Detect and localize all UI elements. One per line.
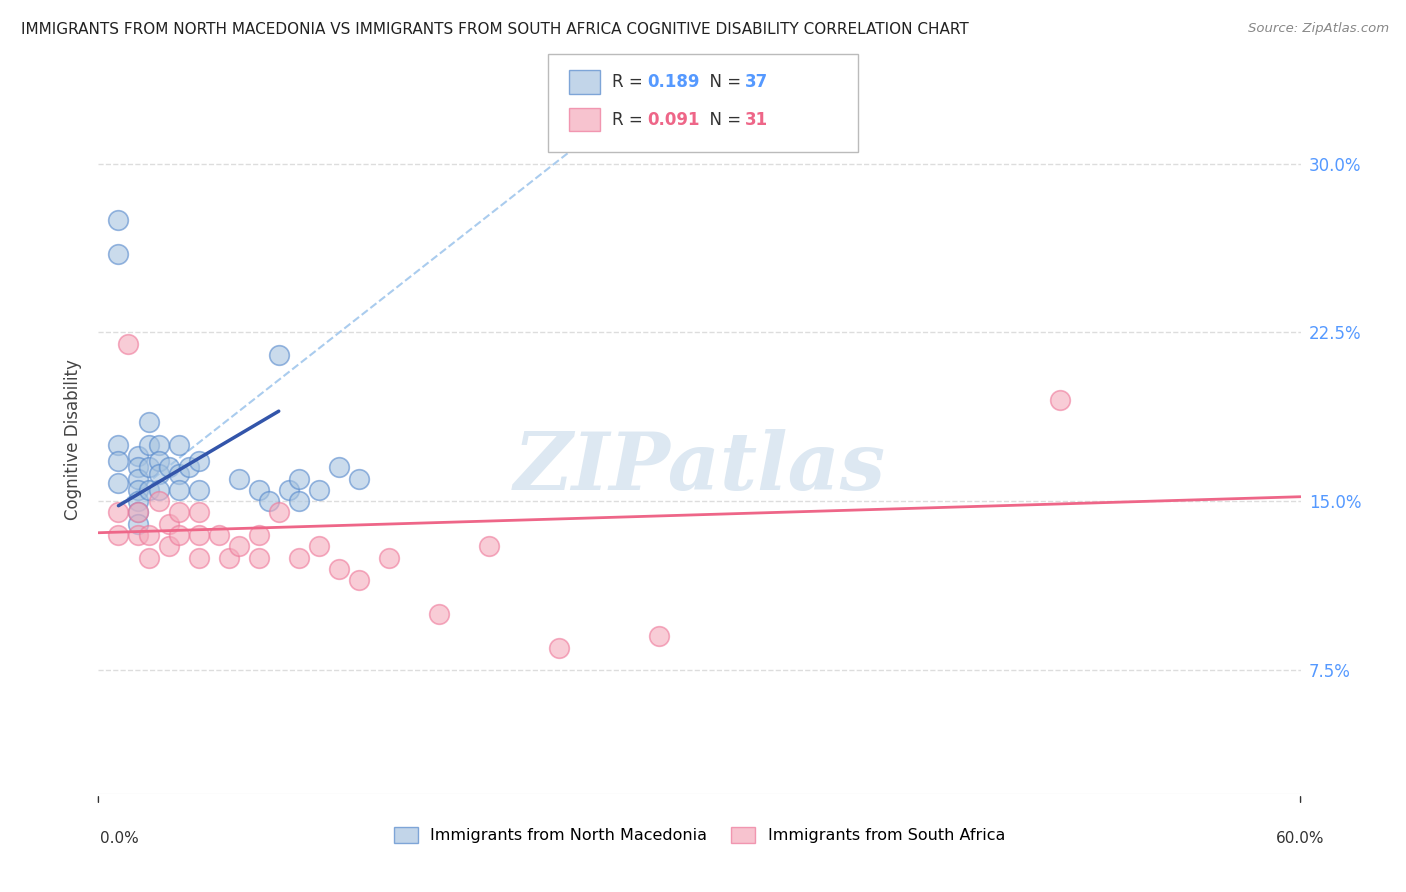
Text: N =: N = — [699, 111, 747, 128]
Point — [128, 506, 150, 520]
Point — [107, 438, 129, 452]
Point — [107, 246, 129, 260]
Point — [208, 528, 231, 542]
Point — [157, 516, 180, 531]
Point — [427, 607, 450, 621]
Point — [167, 528, 190, 542]
Point — [187, 483, 209, 497]
Point — [247, 483, 270, 497]
Point — [328, 562, 350, 576]
Text: 60.0%: 60.0% — [1277, 831, 1324, 846]
Point — [138, 528, 160, 542]
Point — [308, 539, 330, 553]
Point — [228, 472, 250, 486]
Point — [347, 573, 370, 587]
Point — [648, 629, 671, 643]
Text: 31: 31 — [745, 111, 768, 128]
Point — [138, 483, 160, 497]
Point — [138, 438, 160, 452]
Point — [167, 483, 190, 497]
Point — [117, 336, 139, 351]
Point — [167, 438, 190, 452]
Point — [347, 472, 370, 486]
Point — [128, 472, 150, 486]
Point — [128, 449, 150, 463]
Point — [187, 550, 209, 565]
Text: 0.0%: 0.0% — [100, 831, 139, 846]
Point — [378, 550, 401, 565]
Point — [128, 460, 150, 475]
Text: Source: ZipAtlas.com: Source: ZipAtlas.com — [1249, 22, 1389, 36]
Point — [247, 550, 270, 565]
Text: N =: N = — [699, 73, 747, 91]
Point — [267, 506, 290, 520]
Point — [128, 483, 150, 497]
Point — [138, 550, 160, 565]
Point — [128, 516, 150, 531]
Point — [107, 453, 129, 467]
Point — [148, 494, 170, 508]
Point — [187, 506, 209, 520]
Point — [148, 438, 170, 452]
Point — [128, 506, 150, 520]
Point — [257, 494, 280, 508]
Point — [548, 640, 571, 655]
Text: R =: R = — [612, 73, 648, 91]
Point — [277, 483, 299, 497]
Point — [138, 416, 160, 430]
Point — [218, 550, 240, 565]
Point — [107, 506, 129, 520]
Point — [107, 476, 129, 491]
Point — [107, 212, 129, 227]
Point — [157, 460, 180, 475]
Point — [1049, 392, 1071, 407]
Point — [138, 460, 160, 475]
Point — [288, 494, 311, 508]
Point — [187, 528, 209, 542]
Point — [267, 348, 290, 362]
Point — [107, 528, 129, 542]
Text: IMMIGRANTS FROM NORTH MACEDONIA VS IMMIGRANTS FROM SOUTH AFRICA COGNITIVE DISABI: IMMIGRANTS FROM NORTH MACEDONIA VS IMMIG… — [21, 22, 969, 37]
Point — [128, 528, 150, 542]
Point — [288, 472, 311, 486]
Point — [128, 494, 150, 508]
Point — [187, 453, 209, 467]
Text: R =: R = — [612, 111, 648, 128]
Text: 37: 37 — [745, 73, 769, 91]
Point — [288, 550, 311, 565]
Y-axis label: Cognitive Disability: Cognitive Disability — [65, 359, 83, 520]
Point — [328, 460, 350, 475]
Point — [308, 483, 330, 497]
Point — [148, 483, 170, 497]
Text: 0.189: 0.189 — [647, 73, 699, 91]
Point — [177, 460, 200, 475]
Point — [148, 467, 170, 482]
Point — [167, 506, 190, 520]
Text: ZIPatlas: ZIPatlas — [513, 429, 886, 507]
Point — [157, 539, 180, 553]
Point — [167, 467, 190, 482]
Point — [228, 539, 250, 553]
Legend: Immigrants from North Macedonia, Immigrants from South Africa: Immigrants from North Macedonia, Immigra… — [387, 821, 1012, 850]
Point — [148, 453, 170, 467]
Point — [247, 528, 270, 542]
Point — [478, 539, 501, 553]
Text: 0.091: 0.091 — [647, 111, 699, 128]
